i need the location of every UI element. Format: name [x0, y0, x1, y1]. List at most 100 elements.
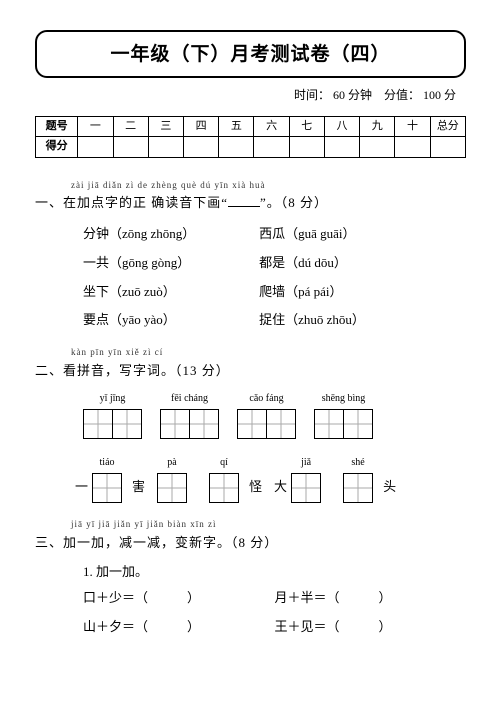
char-box: [112, 409, 142, 439]
score-value: 100 分: [423, 88, 456, 102]
score-cell: [360, 137, 395, 158]
char-boxes: [209, 473, 239, 503]
char-box: [266, 409, 296, 439]
question-2: kàn pīn yīn xiě zì cí 二、看拼音，写字词。（13 分） y…: [35, 345, 466, 503]
char-pinyin: yǐ jīng: [100, 391, 126, 407]
char-pinyin: tiáo: [100, 455, 115, 471]
score-cell: [148, 137, 183, 158]
score-cell: [430, 137, 465, 158]
char-group: tiáo: [92, 455, 122, 503]
char-boxes: [343, 473, 373, 503]
q3-row: 山＋夕＝（ ） 王＋见＝（ ）: [83, 617, 466, 638]
col-header: 总分: [430, 116, 465, 137]
table-row: 得分: [36, 137, 466, 158]
q1-row: 一共（gōng gòng）都是（dú dōu）: [35, 253, 466, 274]
trail-char: 头: [383, 477, 396, 498]
char-pinyin: shé: [351, 455, 364, 471]
char-group: shé: [343, 455, 373, 503]
q1-heading: 一、在加点字的正 确读音下画“ ”。（8 分）: [35, 193, 466, 214]
row-label: 得分: [36, 137, 78, 158]
q2-hint: kàn pīn yīn xiě zì cí: [71, 345, 466, 359]
page-title: 一年级（下）月考测试卷（四）: [41, 40, 460, 70]
char-box: [291, 473, 321, 503]
col-header: 二: [113, 116, 148, 137]
char-boxes: [291, 473, 321, 503]
q3-heading: 三、加一加，减一减，变新字。（8 分）: [35, 533, 466, 554]
col-header: 八: [324, 116, 359, 137]
q1-row: 要点（yāo yào）捉住（zhuō zhōu）: [35, 310, 466, 331]
char-box: [209, 473, 239, 503]
char-group: yǐ jīng: [83, 391, 142, 439]
char-pinyin: pà: [167, 455, 176, 471]
score-table: 题号 一 二 三 四 五 六 七 八 九 十 总分 得分: [35, 116, 466, 158]
q1-item: 一共（gōng gòng）: [35, 253, 259, 274]
char-boxes: [237, 409, 296, 439]
q1-item: 坐下（zuō zuò）: [35, 282, 259, 303]
q1-item: 捉住（zhuō zhōu）: [259, 310, 466, 331]
q1-item: 都是（dú dōu）: [259, 253, 466, 274]
char-pinyin: cǎo fáng: [249, 391, 283, 407]
col-header: 四: [183, 116, 218, 137]
col-header: 一: [78, 116, 113, 137]
char-pinyin: jiǎ: [301, 455, 311, 471]
char-group: pà: [157, 455, 187, 503]
char-group: qí: [209, 455, 239, 503]
char-box: [160, 409, 190, 439]
q1-item: 爬墙（pá pái）: [259, 282, 466, 303]
q3-sub: 1. 加一加。: [83, 562, 466, 583]
char-box: [92, 473, 122, 503]
meta-line: 时间： 60 分钟 分值： 100 分: [35, 86, 466, 105]
score-cell: [289, 137, 324, 158]
q1-heading-text: 一、在加点字的正 确读音下画“: [35, 195, 228, 210]
col-header: 五: [219, 116, 254, 137]
q1-item: 西瓜（guā guāi）: [259, 224, 466, 245]
char-group: shēng bìng: [314, 391, 373, 439]
q1-row: 分钟（zōng zhōng）西瓜（guā guāi）: [35, 224, 466, 245]
char-boxes: [160, 409, 219, 439]
q3-item: 山＋夕＝（ ）: [83, 617, 275, 638]
q3-item: 月＋半＝（ ）: [275, 588, 467, 609]
title-frame: 一年级（下）月考测试卷（四）: [35, 30, 466, 78]
char-box: [343, 409, 373, 439]
q1-item: 分钟（zōng zhōng）: [35, 224, 259, 245]
q2-heading: 二、看拼音，写字词。（13 分）: [35, 361, 466, 382]
char-box: [83, 409, 113, 439]
q2-row2: 一 tiáo 害 pà qí 怪 大 jiǎ shé 头: [35, 455, 466, 503]
char-boxes: [83, 409, 142, 439]
q1-items: 分钟（zōng zhōng）西瓜（guā guāi） 一共（gōng gòng）…: [35, 224, 466, 331]
trail-char: 怪: [249, 477, 262, 498]
q1-hint: zài jiā diǎn zì de zhèng què dú yīn xià …: [71, 178, 466, 192]
char-boxes: [157, 473, 187, 503]
q3-hint: jiā yī jiā jiǎn yī jiǎn biàn xīn zì: [71, 517, 466, 531]
table-row: 题号 一 二 三 四 五 六 七 八 九 十 总分: [36, 116, 466, 137]
score-cell: [395, 137, 430, 158]
col-header: 十: [395, 116, 430, 137]
char-pinyin: shēng bìng: [322, 391, 366, 407]
q3-items: 1. 加一加。 口＋少＝（ ） 月＋半＝（ ） 山＋夕＝（ ） 王＋见＝（ ）: [35, 562, 466, 638]
char-boxes: [92, 473, 122, 503]
score-label: 分值：: [384, 88, 420, 102]
question-3: jiā yī jiā jiǎn yī jiǎn biàn xīn zì 三、加一…: [35, 517, 466, 638]
col-header: 九: [360, 116, 395, 137]
q3-item: 口＋少＝（ ）: [83, 588, 275, 609]
score-cell: [254, 137, 289, 158]
col-header: 七: [289, 116, 324, 137]
char-box: [189, 409, 219, 439]
lead-char: 一: [75, 477, 88, 498]
score-cell: [183, 137, 218, 158]
time-value: 60 分钟: [333, 88, 372, 102]
score-cell: [219, 137, 254, 158]
q3-item: 王＋见＝（ ）: [275, 617, 467, 638]
score-cell: [324, 137, 359, 158]
char-box: [343, 473, 373, 503]
score-cell: [113, 137, 148, 158]
col-header: 三: [148, 116, 183, 137]
char-box: [237, 409, 267, 439]
underline-blank: [228, 206, 260, 207]
trail-char: 害: [132, 477, 145, 498]
col-header: 六: [254, 116, 289, 137]
time-label: 时间：: [294, 88, 330, 102]
char-box: [314, 409, 344, 439]
q1-heading-tail: ”。（8 分）: [260, 195, 328, 210]
char-pinyin: qí: [220, 455, 228, 471]
